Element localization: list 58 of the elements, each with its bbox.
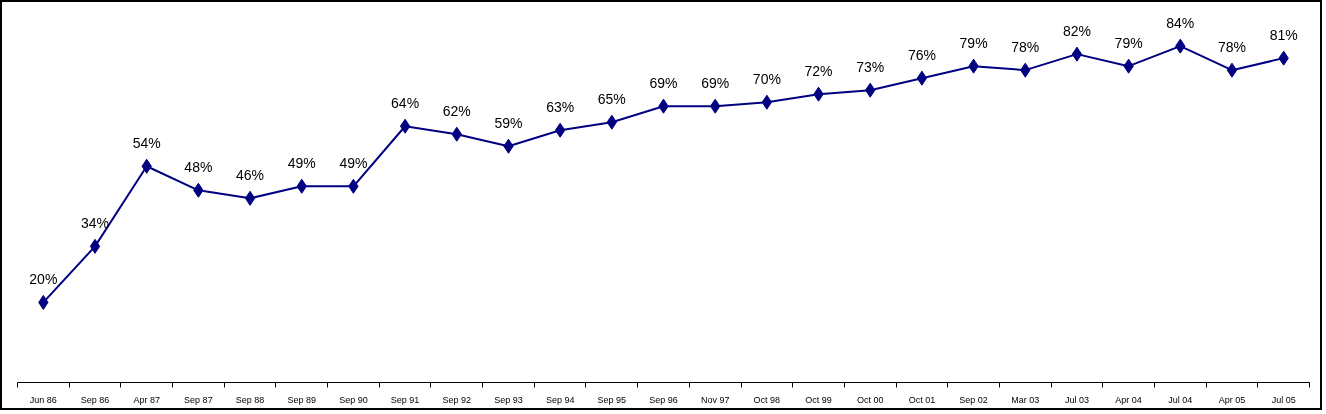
data-label: 69% xyxy=(701,75,730,92)
x-tick-label: Sep 90 xyxy=(339,394,368,405)
x-tick-label: Sep 93 xyxy=(494,394,523,405)
x-tick-label: Sep 88 xyxy=(235,394,265,405)
data-label: 49% xyxy=(339,155,368,172)
data-label: 70% xyxy=(752,71,781,88)
data-label: 62% xyxy=(442,103,471,120)
x-tick-label: Sep 91 xyxy=(390,394,420,405)
x-tick-label: Sep 89 xyxy=(287,394,317,405)
x-tick-label: Oct 98 xyxy=(753,394,781,405)
x-tick-label: Sep 95 xyxy=(597,394,627,405)
point xyxy=(761,94,773,110)
x-tick-label: Sep 94 xyxy=(545,394,575,405)
x-tick-label: Jul 04 xyxy=(1168,394,1193,405)
x-tick-label: Apr 04 xyxy=(1115,394,1142,405)
data-label: 49% xyxy=(287,155,316,172)
point xyxy=(916,70,928,86)
x-tick-label: Sep 02 xyxy=(959,394,988,405)
point xyxy=(244,190,256,206)
x-tick-label: Oct 99 xyxy=(805,394,832,405)
data-label: 84% xyxy=(1166,15,1195,32)
point xyxy=(399,118,411,134)
data-label: 73% xyxy=(856,59,885,76)
x-tick-label: Oct 01 xyxy=(908,394,936,405)
x-tick-label: Apr 05 xyxy=(1218,394,1246,405)
point xyxy=(89,238,101,254)
data-label: 78% xyxy=(1011,39,1040,56)
x-tick-label: Jul 05 xyxy=(1271,394,1296,405)
data-label: 72% xyxy=(804,63,833,80)
data-label: 69% xyxy=(649,75,678,92)
data-label: 20% xyxy=(29,271,58,288)
x-tick-label: Nov 97 xyxy=(700,394,730,405)
point xyxy=(1226,62,1238,78)
data-label: 59% xyxy=(494,115,523,132)
point xyxy=(1071,46,1083,62)
x-tick-label: Sep 86 xyxy=(80,394,110,405)
data-label: 65% xyxy=(597,91,626,108)
data-label: 76% xyxy=(907,47,936,64)
data-label: 81% xyxy=(1269,27,1298,44)
data-label: 79% xyxy=(1114,35,1143,52)
x-tick-label: Sep 92 xyxy=(442,394,472,405)
point xyxy=(554,122,566,138)
data-label: 82% xyxy=(1062,23,1091,40)
x-tick-label: Jun 86 xyxy=(29,394,57,405)
data-label: 78% xyxy=(1217,39,1246,56)
x-tick-label: Jul 03 xyxy=(1064,394,1089,405)
x-tick-label: Apr 87 xyxy=(133,394,160,405)
data-label: 79% xyxy=(959,35,988,52)
data-label: 34% xyxy=(81,215,110,232)
x-tick-label: Sep 96 xyxy=(649,394,678,405)
x-tick-label: Sep 87 xyxy=(184,394,213,405)
x-tick-label: Oct 00 xyxy=(856,394,884,405)
data-label: 63% xyxy=(546,99,575,116)
data-label: 64% xyxy=(391,95,420,112)
data-label: 48% xyxy=(184,159,213,176)
data-label: 54% xyxy=(132,135,161,152)
data-label: 46% xyxy=(236,167,265,184)
x-tick-label: Mar 03 xyxy=(1011,394,1040,405)
